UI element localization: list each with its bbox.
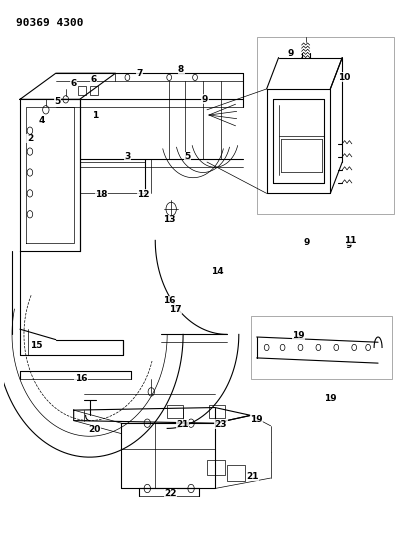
Text: 23: 23 <box>214 420 226 429</box>
Text: 20: 20 <box>88 425 101 434</box>
Text: 21: 21 <box>176 420 188 429</box>
Text: 19: 19 <box>250 415 262 424</box>
Text: 9: 9 <box>201 95 208 104</box>
Text: 15: 15 <box>30 342 43 350</box>
Text: 19: 19 <box>292 331 304 340</box>
Text: 4: 4 <box>38 116 45 125</box>
Text: 6: 6 <box>90 75 96 84</box>
Text: 13: 13 <box>162 215 175 224</box>
Bar <box>207 460 224 475</box>
Text: 5: 5 <box>183 152 190 161</box>
Bar <box>167 405 183 418</box>
Text: 16: 16 <box>75 374 87 383</box>
Text: 7: 7 <box>136 69 142 78</box>
Text: 18: 18 <box>95 190 107 199</box>
Text: 16: 16 <box>162 296 175 305</box>
Bar <box>90 86 97 95</box>
Text: 10: 10 <box>337 73 350 82</box>
Text: 90369 4300: 90369 4300 <box>16 19 83 28</box>
Text: 5: 5 <box>55 98 61 107</box>
Text: 9: 9 <box>287 49 293 58</box>
Text: 9: 9 <box>344 241 351 250</box>
Text: 9: 9 <box>303 238 309 247</box>
Text: 21: 21 <box>246 472 258 481</box>
Text: 2: 2 <box>27 134 33 143</box>
Text: 22: 22 <box>164 489 176 498</box>
Text: 3: 3 <box>124 152 130 161</box>
Text: 14: 14 <box>210 267 223 276</box>
Bar <box>226 465 244 481</box>
Bar <box>77 86 85 95</box>
Text: 6: 6 <box>70 79 77 88</box>
Bar <box>256 37 393 214</box>
Text: 11: 11 <box>343 236 356 245</box>
Text: 19: 19 <box>323 394 336 402</box>
Text: 8: 8 <box>177 64 184 74</box>
Bar <box>250 316 391 379</box>
Text: 1: 1 <box>92 110 98 119</box>
Text: 12: 12 <box>137 190 149 199</box>
Bar <box>209 405 224 418</box>
Text: 17: 17 <box>168 305 181 314</box>
